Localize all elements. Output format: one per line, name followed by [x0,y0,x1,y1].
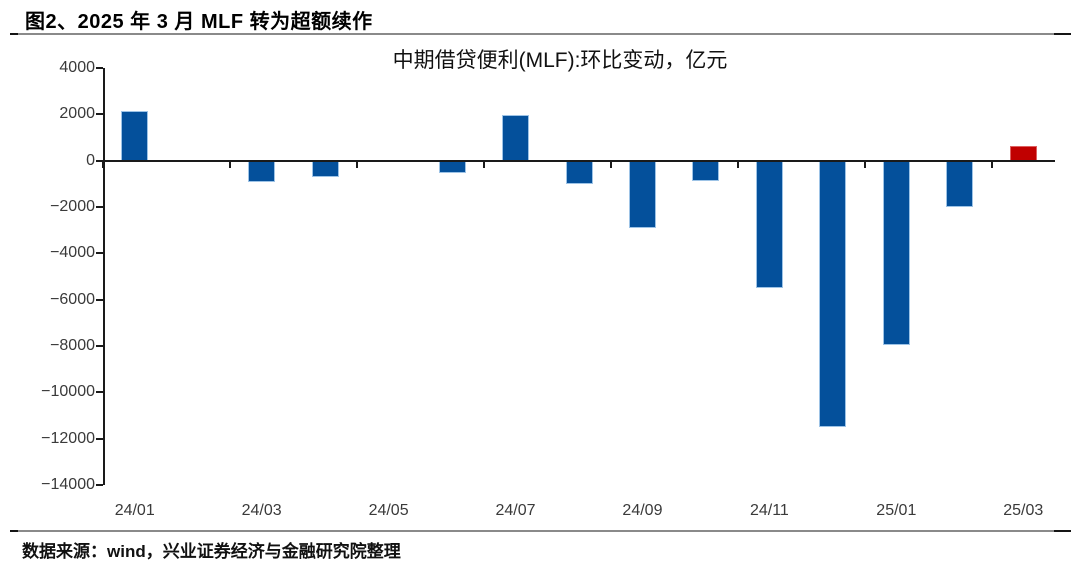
figure-header-title: 图2、2025 年 3 月 MLF 转为超额续作 [25,11,373,33]
y-axis-tick-label: −10000 [41,383,95,401]
bar-24-08 [565,160,593,185]
header-divider-line [10,33,1071,35]
y-axis-tick [96,252,103,255]
bar-24-07 [502,115,530,161]
bar-24-04 [311,160,339,177]
bar-24-11 [755,160,783,289]
y-axis-tick-label: −6000 [50,290,95,308]
y-axis-tick [96,67,103,69]
y-axis-tick [96,298,103,301]
x-axis-tick [990,160,993,168]
y-axis-tick [96,206,103,208]
x-axis-tick [863,160,866,168]
footer-divider-line [10,530,1071,532]
x-axis-tick [736,160,739,168]
x-axis-zero-line [103,159,1055,162]
x-axis-tick-label: 24/05 [368,502,409,519]
y-axis-tick-label: −8000 [50,337,95,354]
bar-25-03 [1009,146,1037,161]
y-axis-tick-label: 4000 [59,59,95,76]
bar-24-10 [692,160,720,182]
x-axis-tick-label: 25/03 [1003,502,1044,519]
x-axis-tick [609,160,612,168]
y-axis-tick-label: 2000 [59,105,95,123]
y-axis-tick-label: 0 [86,151,95,169]
y-axis-tick-label: −4000 [50,244,95,262]
x-axis-tick-label: 24/11 [749,502,789,519]
bar-24-06 [438,160,466,174]
y-axis-line [103,68,105,485]
y-axis-tick-label: −14000 [41,476,95,493]
bar-24-03 [248,160,276,183]
x-axis-tick-label: 24/03 [241,502,282,519]
bar-24-01 [121,110,149,161]
x-axis-tick [102,160,104,168]
y-axis-tick [96,113,103,116]
data-source-note: 数据来源：wind，兴业证券经济与金融研究院整理 [22,542,401,561]
chart-title: 中期借贷便利(MLF):环比变动，亿元 [392,49,728,72]
x-axis-tick-label: 24/09 [622,502,663,519]
bar-24-09 [628,160,656,229]
x-axis-tick-label: 24/07 [495,502,536,519]
y-axis-tick [96,484,103,486]
bar-25-01 [882,160,910,345]
y-axis-tick [96,159,103,162]
x-axis-tick-label: 25/01 [876,502,917,519]
x-axis-tick [355,160,358,168]
y-axis-tick-label: −12000 [41,429,95,447]
bar-24-12 [819,160,847,428]
y-axis-tick [96,437,103,440]
x-axis-tick [482,160,485,168]
y-axis-tick [96,391,103,394]
y-axis-tick-label: −2000 [50,198,95,215]
x-axis-tick-label: 24/01 [114,502,155,519]
x-axis-tick [228,160,231,168]
y-axis-tick [96,345,103,347]
chart-plot-area [96,67,1055,486]
bar-25-02 [946,160,974,207]
